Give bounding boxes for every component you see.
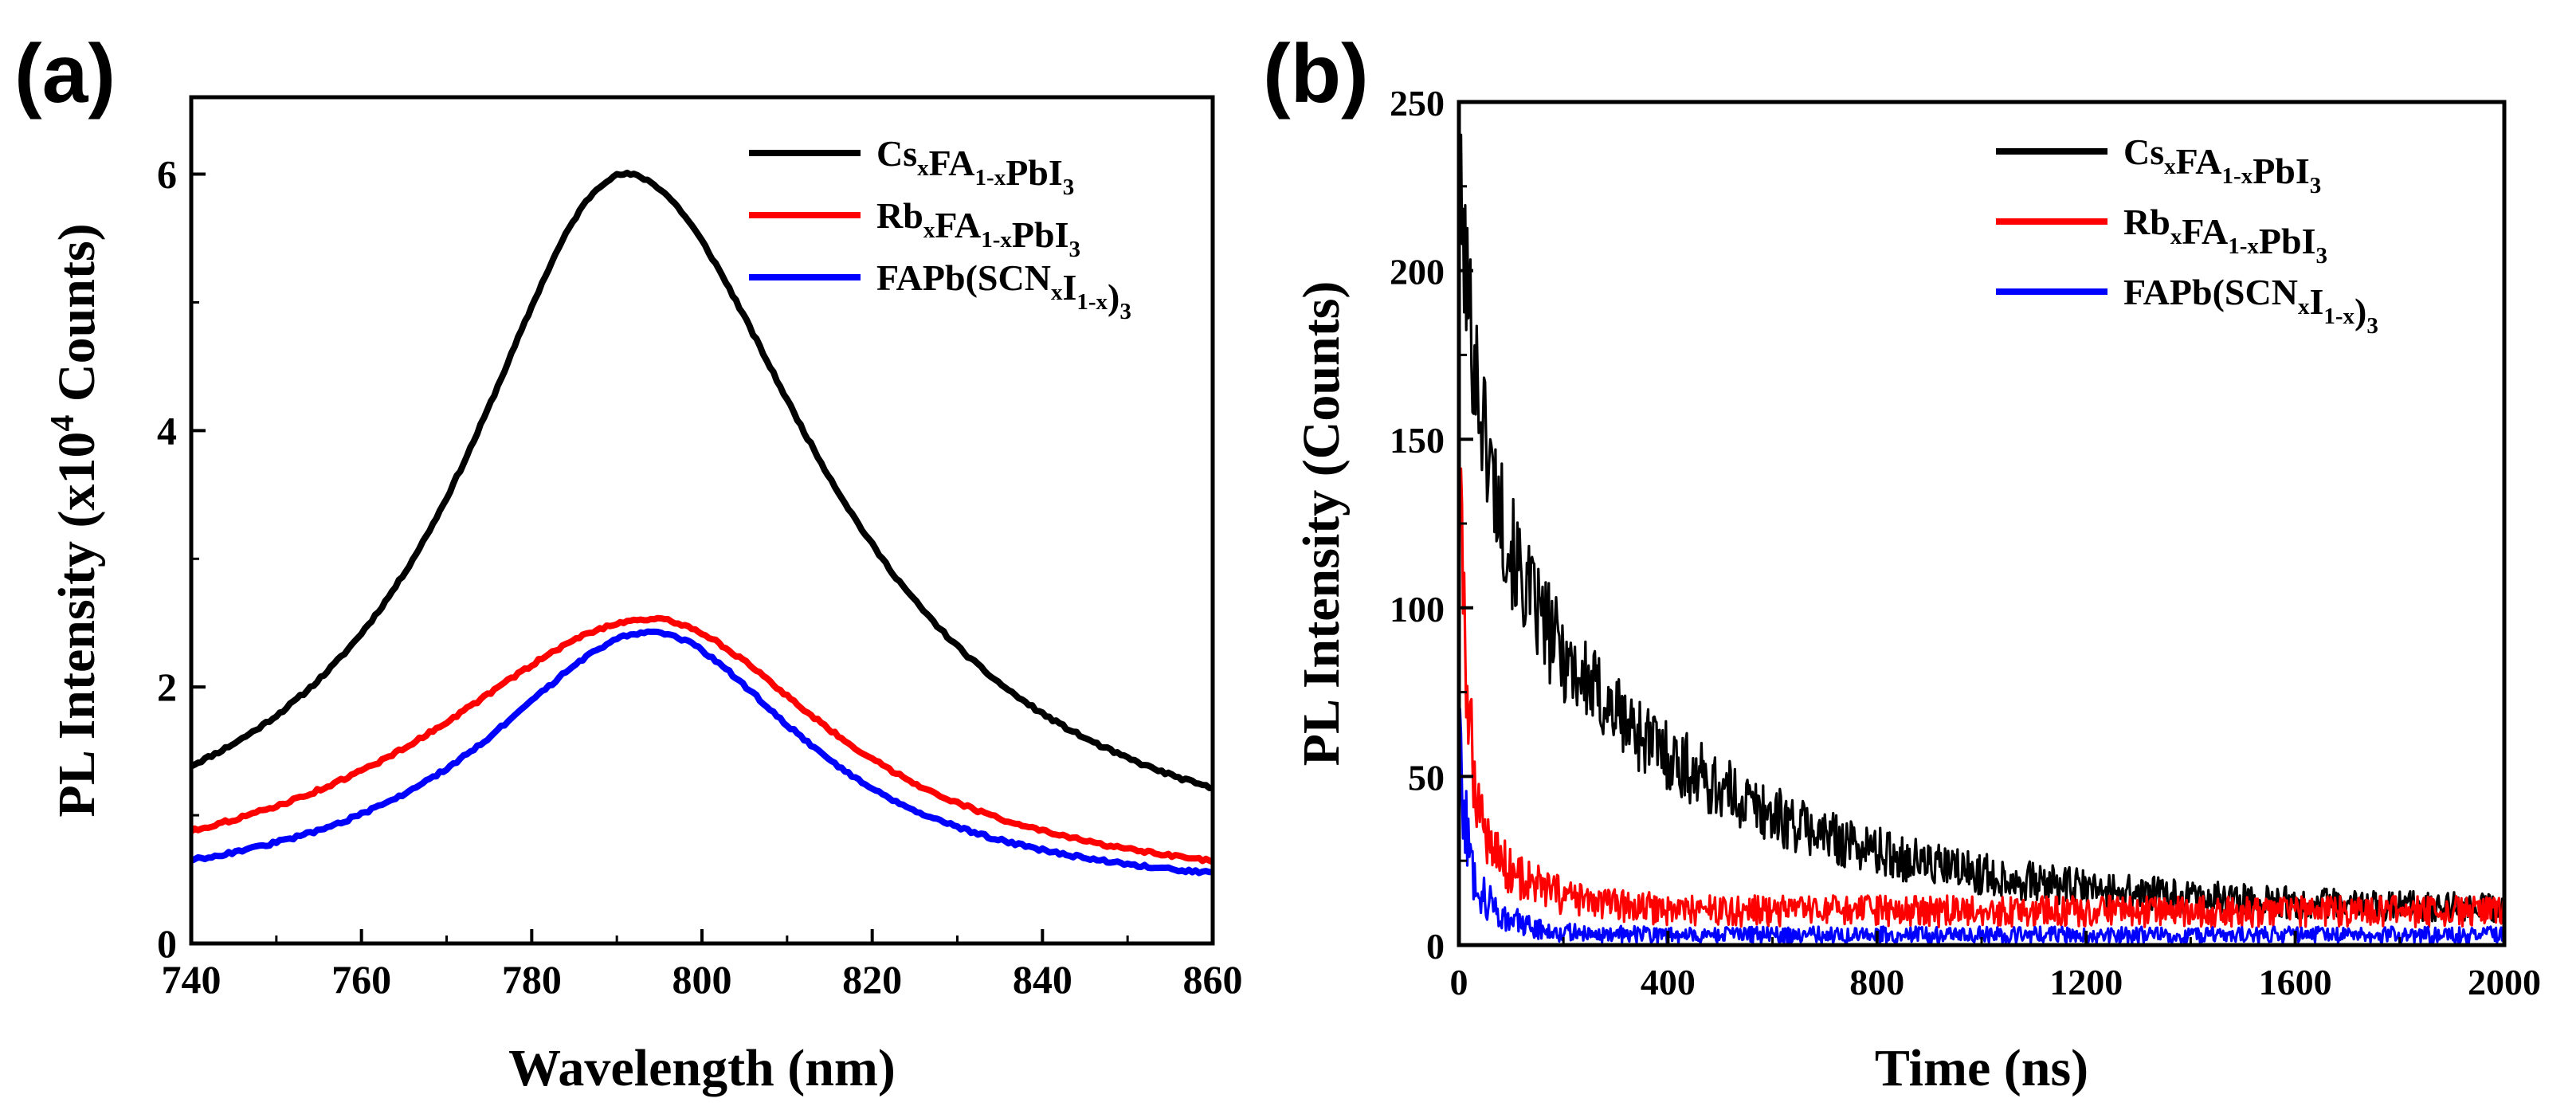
a-y-tick-label: 6: [157, 152, 177, 197]
panel-a-series-group: [189, 169, 1214, 877]
a-series-line-2: [189, 614, 1214, 865]
panel-a-y-axis-label-exponent: 4: [45, 415, 81, 432]
b-x-tick-label: 400: [1641, 962, 1696, 1002]
panel-a: (a) 740 760 780 800 820 840 860 0 2 4 6 CsxFA1-xPb…: [14, 28, 1243, 1097]
a-x-tick-label: 860: [1183, 957, 1243, 1002]
a-y-tick-label: 0: [157, 921, 177, 966]
b-y-tick-label: 200: [1390, 252, 1445, 292]
panel-a-x-axis-label: Wavelength (nm): [508, 1039, 896, 1097]
panel-b-x-axis-label: Time (ns): [1875, 1039, 2088, 1097]
panel-b-series-group: [1457, 133, 2506, 945]
panel-b-y-axis-label: PL Intensity (Counts): [1292, 281, 1351, 767]
b-y-tick-label: 150: [1390, 420, 1445, 461]
b-y-tick-label: 0: [1426, 926, 1445, 967]
b-y-tick-label: 100: [1390, 589, 1445, 630]
a-x-tick-label: 740: [162, 957, 222, 1002]
b-legend-label-1: CsxFA1-xPbI3: [2123, 131, 2321, 198]
a-y-tick-label: 4: [157, 408, 177, 453]
a-x-tick-label: 760: [331, 957, 391, 1002]
b-y-tick-label: 50: [1408, 757, 1445, 798]
a-x-tick-label: 840: [1013, 957, 1072, 1002]
panel-b: (b) 0 400 800 1200 1600 2000 0 50 100 150 200 250 C…: [1263, 28, 2541, 1097]
b-x-tick-label: 800: [1849, 962, 1904, 1002]
a-legend-label-2: RbxFA1-xPbI3: [876, 195, 1080, 262]
b-series-line-3: [1457, 707, 2506, 945]
b-x-tick-label: 2000: [2468, 962, 2541, 1002]
a-x-tick-label: 800: [672, 957, 732, 1002]
a-series-line-1: [190, 169, 1214, 792]
a-x-tick-label: 780: [502, 957, 562, 1002]
a-legend-label-3: FAPb(SCNxI1-x)3: [876, 257, 1131, 324]
b-x-tick-label: 0: [1450, 962, 1468, 1002]
b-legend-label-3: FAPb(SCNxI1-x)3: [2123, 272, 2378, 339]
b-legend-label-2: RbxFA1-xPbI3: [2123, 202, 2327, 269]
a-x-tick-label: 820: [842, 957, 902, 1002]
b-x-tick-label: 1600: [2259, 962, 2332, 1002]
a-series-line-3: [190, 628, 1214, 877]
panel-a-label: (a): [14, 28, 116, 120]
a-y-tick-label: 2: [157, 665, 177, 709]
panel-b-ticks: 0 400 800 1200 1600 2000 0 50 100 150 200 250: [1390, 83, 2541, 1002]
panel-b-label: (b): [1263, 28, 1369, 120]
panel-a-ticks: 740 760 780 800 820 840 860 0 2 4 6: [157, 152, 1243, 1002]
a-legend-label-1: CsxFA1-xPbI3: [876, 133, 1074, 200]
b-x-tick-label: 1200: [2049, 962, 2123, 1002]
panel-a-y-axis-label-unit: Counts): [48, 223, 106, 414]
b-y-tick-label: 250: [1390, 83, 1445, 124]
b-series-line-2: [1457, 467, 2506, 928]
panel-a-y-axis-label: PL Intensity (x104 Counts): [45, 223, 106, 817]
panel-a-y-axis-label-main: PL Intensity (x10: [48, 432, 106, 818]
